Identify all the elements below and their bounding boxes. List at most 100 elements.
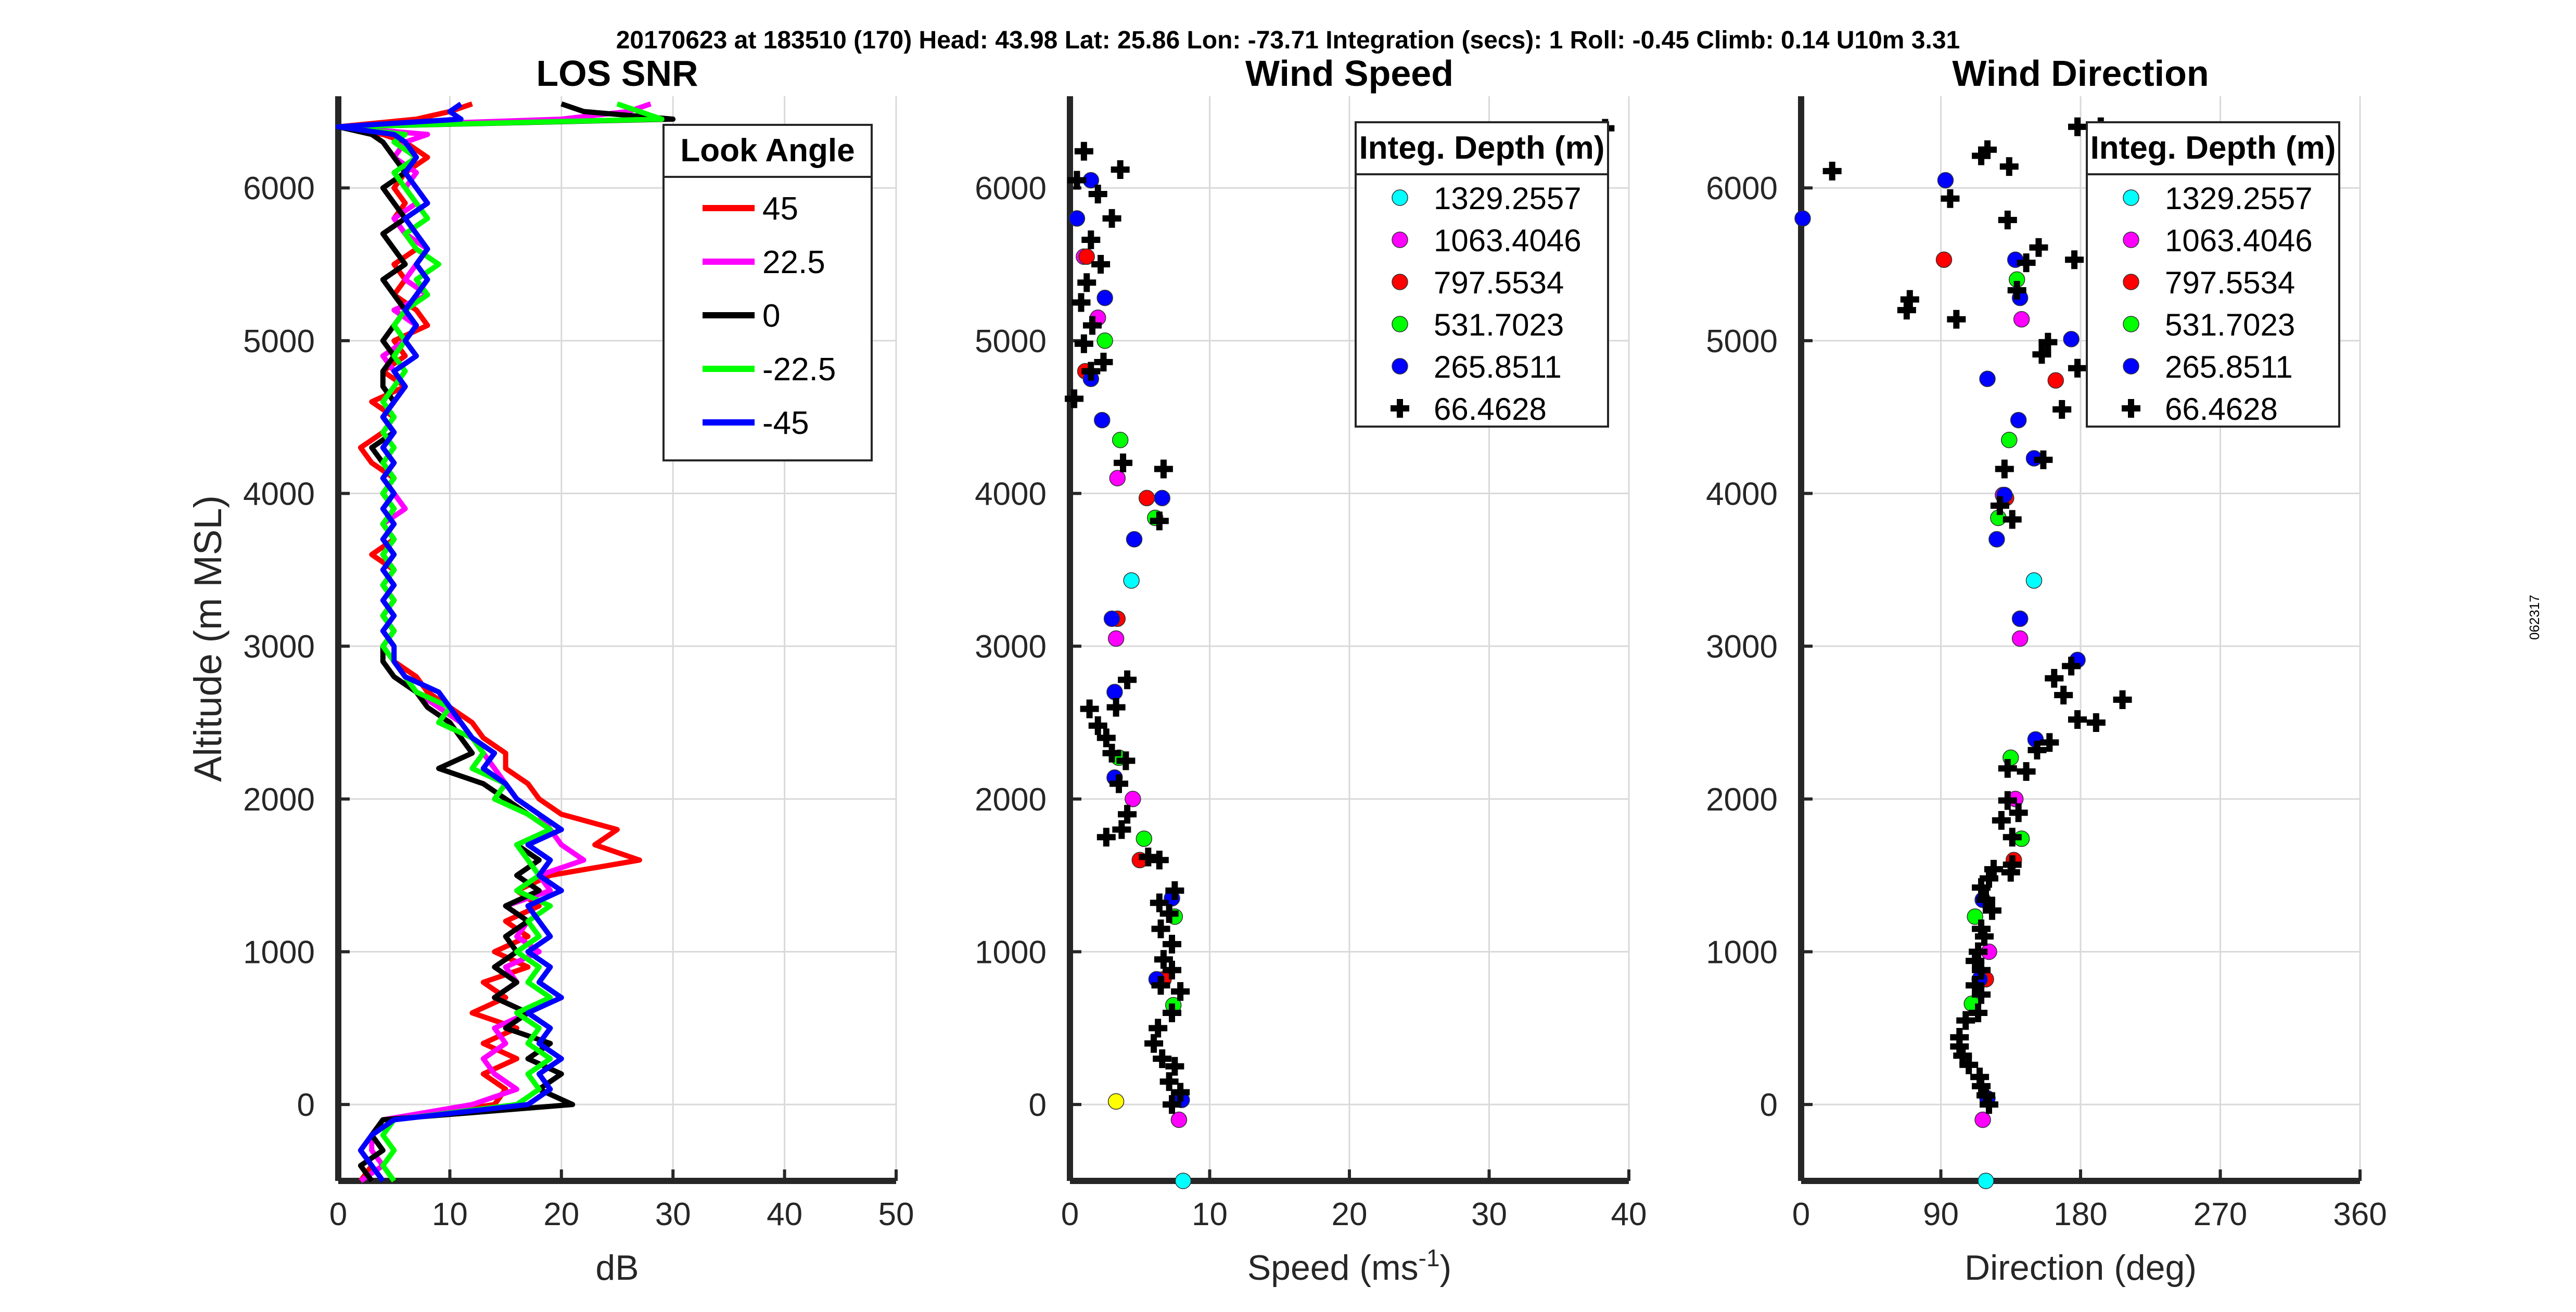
data-point [2068,358,2087,378]
data-point [2011,630,2029,647]
data-point [1081,362,1101,381]
chart-title: Wind Speed [1245,53,1453,94]
data-point [1096,289,1113,306]
x-tick-label: 20 [1332,1197,1368,1232]
data-point [1959,1055,1979,1074]
data-point [1118,670,1137,689]
data-point [1078,248,1095,265]
data-point [2113,690,2132,709]
data-point [2025,572,2043,589]
data-point [1966,976,1985,995]
speed-panel: 0 10 20 30 40 0 1000 2000 3000 4000 5000 6000 Wind S… [975,53,1647,1288]
data-point [1979,1095,1998,1114]
data-point [1163,1003,1182,1022]
data-point [2027,740,2047,760]
data-point [1979,869,1998,888]
data-point [1998,791,2017,810]
x-tick-label: 0 [1061,1197,1079,1232]
data-point [1125,791,1141,807]
data-point [1118,805,1137,824]
data-point [2011,610,2029,627]
data-point [1102,743,1121,763]
legend-label: 1329.2557 [2165,181,2313,216]
data-point [2068,117,2087,136]
legend-label: -22.5 [762,352,836,388]
data-point [1123,572,1140,589]
chart-title: LOS SNR [536,53,698,94]
data-point [1112,820,1131,839]
legend-marker [2123,231,2139,248]
data-point [1114,453,1133,472]
y-tick-label: 2000 [975,782,1047,818]
x-tick-label: 0 [329,1197,347,1232]
direction-panel: 0 90 180 270 360 0 1000 2000 3000 4000 5000 6000 Win… [1706,53,2387,1288]
data-point [1953,1046,1972,1065]
data-point [2003,828,2022,847]
legend-label: 45 [762,191,798,227]
data-point [1978,140,1997,159]
x-axis-label: Direction (deg) [1965,1248,2197,1288]
y-tick-label: 6000 [975,171,1047,207]
data-point [2054,686,2073,705]
data-point [1966,951,1985,971]
y-tick-label: 5000 [1706,324,1778,359]
data-point [1074,142,1093,161]
data-point [1151,919,1170,938]
x-tick-label: 90 [1923,1197,1959,1232]
data-point [1116,751,1136,770]
y-tick-label: 1000 [1706,935,1778,971]
data-point [1109,774,1128,793]
y-tick-label: 0 [297,1087,315,1123]
legend-box [662,124,873,461]
data-point [1094,352,1113,371]
data-point [1975,927,1994,946]
series-line--45 [336,101,564,1182]
data-point [1074,334,1093,353]
data-point [1144,1034,1164,1053]
data-point [1972,878,1991,897]
data-point [1154,459,1173,479]
data-point [1096,728,1116,748]
data-point [2045,668,2064,688]
data-point [1937,172,1954,189]
data-point [1171,982,1190,1001]
y-tick-label: 5000 [243,324,315,359]
data-point [1136,830,1153,847]
data-point [1979,370,1996,388]
data-point [1165,881,1184,901]
x-axis-label: Speed (ms-1) [1247,1244,1451,1288]
y-tick-label: 4000 [1706,477,1778,512]
data-point [1096,828,1116,847]
data-point [1897,301,1916,320]
data-point [2003,510,2022,529]
legend-label: 531.7023 [1434,307,1564,342]
y-tick-label: 2000 [1706,782,1778,818]
data-point [1150,851,1169,870]
legend-marker [2123,274,2139,290]
legend-marker [2123,316,2139,332]
legend-label: 1063.4046 [2165,223,2313,258]
y-tick-label: 6000 [243,171,315,207]
y-tick-label: 0 [1760,1087,1778,1123]
legend-label: 265.8511 [2165,350,2293,384]
legend-label: 1329.2557 [1434,181,1582,216]
data-point [1982,901,2001,920]
data-point [1107,630,1125,647]
data-point [1822,161,1842,181]
data-point [1163,960,1182,980]
y-tick-label: 3000 [975,629,1047,665]
legend-label: 0 [762,298,780,334]
x-tick-label: 30 [655,1197,691,1232]
chart-title: Wind Direction [1952,53,2209,94]
data-point [1067,171,1087,190]
legend-marker [1392,358,1408,375]
legend-label: 1063.4046 [1434,223,1582,258]
y-tick-label: 1000 [243,935,315,971]
data-point [1149,1019,1168,1038]
y-tick-label: 4000 [975,477,1047,512]
data-point [2001,431,2018,448]
data-point [1109,470,1126,486]
legend-marker [2123,358,2139,375]
data-point [1978,1173,1994,1189]
data-point [1995,459,2014,479]
